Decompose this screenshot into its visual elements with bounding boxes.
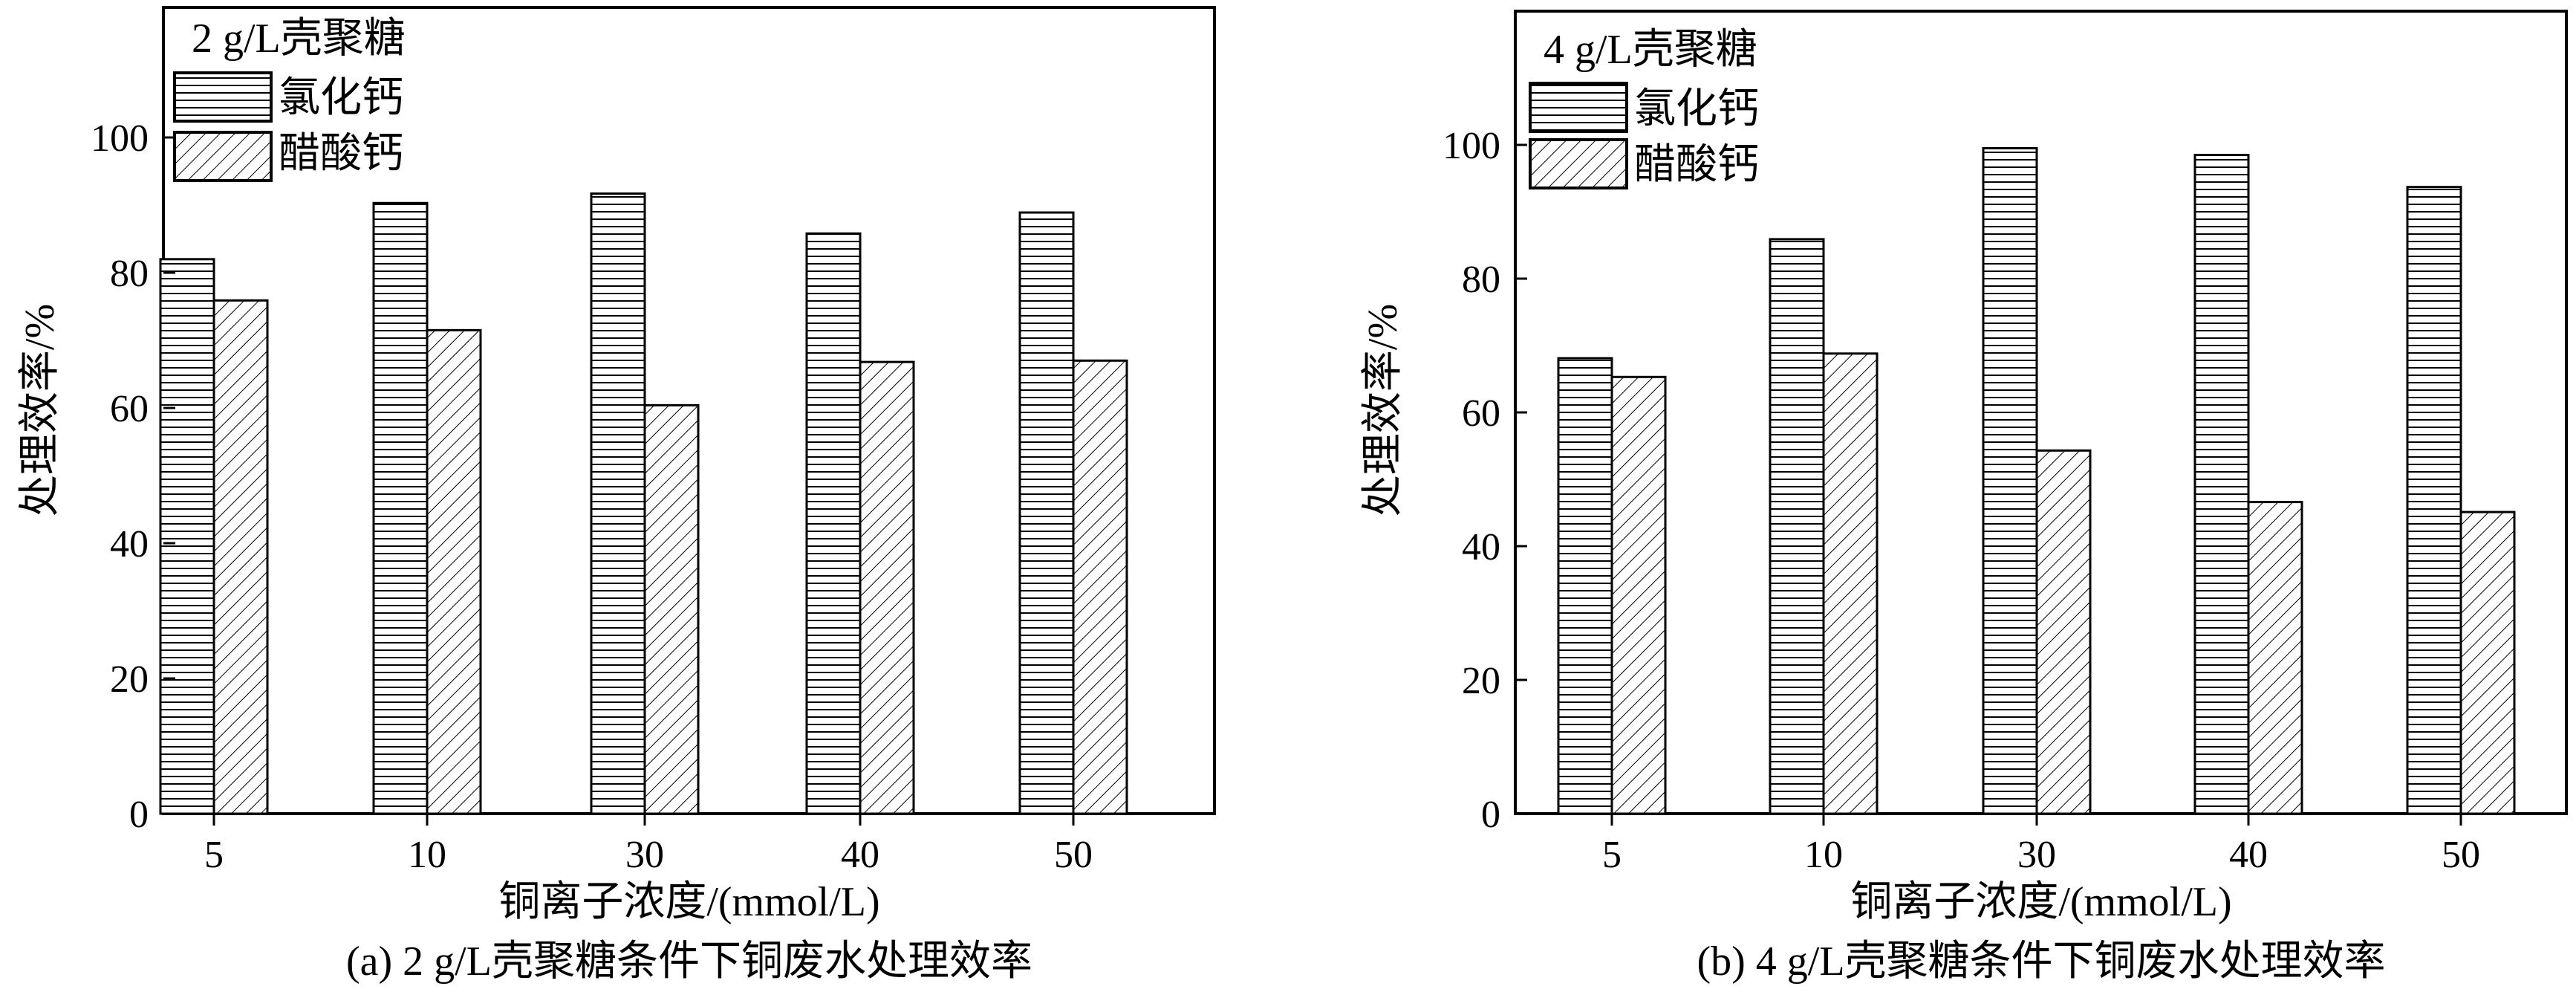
x-tick-label: 30	[625, 834, 664, 876]
x-tick-label: 5	[204, 834, 224, 876]
panel-caption: (a) 2 g/L壳聚糖条件下铜废水处理效率	[346, 938, 1032, 985]
y-tick-label: 60	[110, 388, 149, 430]
x-tick-label: 40	[2229, 834, 2268, 876]
legend-swatch	[1529, 82, 1628, 133]
x-tick-label: 50	[1054, 834, 1093, 876]
y-tick-label: 20	[110, 658, 149, 701]
bar	[2247, 501, 2303, 815]
bar	[643, 403, 700, 815]
bar	[2459, 510, 2516, 815]
legend-title: 4 g/L壳聚糖	[1544, 27, 1757, 73]
bar-group	[1557, 147, 2516, 815]
bar	[2193, 154, 2250, 815]
bar	[590, 192, 646, 815]
y-axis: 0 20 40 60 80 100	[1443, 125, 1527, 836]
x-axis: 5 10 30 40 50	[1602, 814, 2480, 876]
x-tick-label: 30	[2017, 834, 2056, 876]
legend-label: 氯化钙	[1634, 86, 1759, 132]
bar	[1982, 147, 2038, 815]
bar-group	[159, 192, 1128, 815]
x-tick-label: 50	[2442, 834, 2480, 876]
legend: 4 g/L壳聚糖 氯化钙 醋酸钙	[1529, 27, 1759, 189]
y-tick-label: 100	[91, 117, 149, 160]
bar	[1557, 357, 1613, 815]
bar	[2406, 186, 2462, 815]
panel-caption: (b) 4 g/L壳聚糖条件下铜废水处理效率	[1697, 938, 2385, 985]
y-tick-label: 60	[1462, 392, 1500, 435]
bar	[1072, 359, 1128, 815]
y-tick-label: 20	[1462, 660, 1500, 702]
chart-panel-a: 0 20 40 60 80 100 5 10 30 40 50 处理效率/% 铜离子浓度/(mmo…	[17, 6, 1216, 985]
x-tick-label: 10	[408, 834, 446, 876]
y-axis-label: 处理效率/%	[17, 304, 63, 516]
legend: 2 g/L壳聚糖 氯化钙 醋酸钙	[173, 16, 406, 182]
x-axis-label: 铜离子浓度/(mmol/L)	[1850, 879, 2231, 925]
bar	[426, 328, 482, 815]
bar	[1769, 238, 1825, 815]
bar	[1610, 375, 1667, 815]
y-tick-label: 80	[1462, 259, 1500, 301]
legend-label: 醋酸钙	[1634, 142, 1759, 188]
x-axis-label: 铜离子浓度/(mmol/L)	[498, 879, 879, 925]
legend-title: 2 g/L壳聚糖	[192, 16, 406, 62]
legend-label: 醋酸钙	[279, 131, 403, 177]
x-tick-label: 40	[841, 834, 879, 876]
y-tick-label: 80	[110, 253, 149, 295]
legend-swatch	[1529, 138, 1628, 189]
y-tick-label: 0	[1481, 794, 1500, 836]
chart-panel-b: 0 20 40 60 80 100 5 10 30 40 50 处理效率/% 铜离子浓度/(mmo…	[1360, 10, 2568, 985]
bar	[2035, 449, 2092, 815]
y-tick-label: 100	[1443, 125, 1500, 167]
bar	[1018, 211, 1075, 815]
legend-swatch	[173, 71, 273, 123]
y-tick-label: 40	[110, 523, 149, 565]
y-tick-label: 0	[129, 794, 149, 836]
bar	[372, 201, 429, 815]
x-tick-label: 10	[1804, 834, 1843, 876]
y-axis-label: 处理效率/%	[1360, 304, 1406, 516]
y-tick-label: 40	[1462, 526, 1500, 568]
bar	[159, 258, 215, 815]
x-axis: 5 10 30 40 50	[204, 814, 1093, 876]
x-tick-label: 5	[1602, 834, 1622, 876]
legend-label: 氯化钙	[279, 75, 403, 121]
y-axis: 0 20 40 60 80 100	[91, 117, 175, 836]
bar	[1822, 352, 1879, 815]
bar	[805, 232, 862, 815]
bar	[859, 360, 915, 815]
bar	[212, 299, 269, 815]
legend-swatch	[173, 131, 273, 182]
